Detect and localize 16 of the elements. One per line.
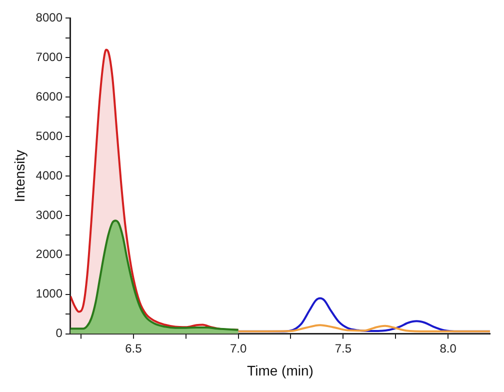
- line-series: [237, 324, 490, 332]
- y-tick-label: 2000: [36, 247, 63, 262]
- x-tick-label: 6.5: [125, 341, 142, 356]
- x-tick-label: 7.5: [334, 341, 352, 356]
- y-axis-title: Intensity: [11, 150, 28, 202]
- x-axis-title: Time (min): [247, 362, 314, 378]
- y-tick-label: 1000: [36, 286, 63, 301]
- y-tick-label: 8000: [36, 10, 63, 25]
- x-tick-label: 7.0: [230, 341, 247, 356]
- y-tick-label: 6000: [36, 89, 63, 104]
- y-tick-label: 4000: [36, 168, 63, 182]
- y-tick-label: 5000: [36, 128, 63, 143]
- y-tick-label: 7000: [36, 50, 63, 64]
- y-tick-label: 3000: [36, 208, 63, 222]
- y-tick-label: 0: [56, 326, 63, 340]
- x-tick-label: 8.0: [440, 341, 457, 356]
